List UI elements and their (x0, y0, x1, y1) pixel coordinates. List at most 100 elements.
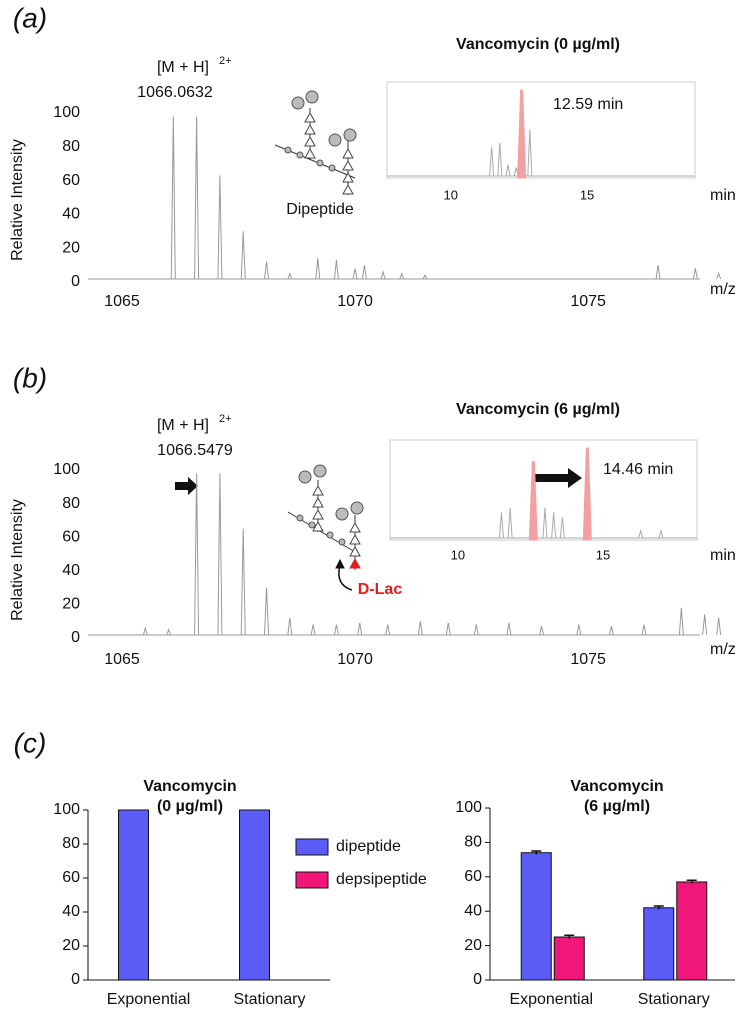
x-tick-label: 1075 (570, 651, 606, 668)
peak (692, 268, 698, 280)
x-axis-label: min (710, 547, 736, 564)
peak (217, 473, 223, 636)
y-axis-label: Relative Intensity (9, 139, 26, 261)
legend-swatch (295, 871, 329, 889)
x-tick-label: 10 (451, 547, 465, 562)
peak (333, 259, 339, 280)
bar (553, 936, 585, 981)
peak (264, 261, 270, 280)
x-tick-label: 1070 (337, 293, 373, 310)
y-tick-label: 20 (62, 937, 80, 954)
panel-label: (b) (13, 362, 47, 393)
y-tick-label: 80 (62, 495, 80, 512)
peak (506, 622, 512, 636)
y-tick-label: 20 (62, 596, 80, 613)
y-tick-label: 80 (464, 834, 482, 851)
peak (678, 607, 684, 636)
mz-label: 1066.5479 (157, 442, 233, 459)
x-tick-label: Exponential (107, 991, 191, 1008)
peak (310, 624, 316, 636)
ion-label: [M + H] (157, 417, 209, 434)
y-tick-label: 100 (455, 799, 482, 816)
peak (497, 142, 503, 177)
x-tick-label: 1075 (570, 293, 606, 310)
glycan-a (274, 90, 357, 195)
bar (676, 881, 708, 981)
chart-title: Vancomycin (0 µg/ml) (456, 36, 620, 53)
y-axis-label: Relative Intensity (9, 499, 26, 621)
highlighted-peak (528, 461, 538, 541)
y-tick-label: 0 (71, 629, 80, 646)
inset-frame (386, 81, 696, 179)
peak (361, 265, 367, 280)
peak (380, 270, 386, 280)
x-axis-label: min (710, 187, 736, 204)
shift-arrow (535, 468, 582, 488)
y-tick-label: 100 (53, 801, 80, 818)
y-tick-label: 0 (71, 273, 80, 290)
peak (576, 624, 582, 636)
peak-label: 14.46 min (603, 461, 673, 478)
y-tick-label: 60 (62, 172, 80, 189)
x-tick-label: 1065 (104, 651, 140, 668)
peak (489, 147, 495, 177)
peak (507, 507, 513, 539)
chart-subtitle: (0 µg/ml) (157, 798, 223, 815)
x-tick-label: 15 (580, 187, 594, 202)
peak (357, 622, 363, 636)
peak (217, 175, 223, 280)
inset-frame (389, 439, 698, 541)
peak (655, 265, 661, 280)
ion-label: [M + H] (157, 59, 209, 76)
peak (264, 587, 270, 636)
peak (716, 617, 722, 636)
ion-charge: 2+ (219, 413, 232, 425)
chart-title: Vancomycin (6 µg/ml) (456, 401, 620, 418)
x-axis-label: m/z (710, 281, 736, 298)
peak (142, 626, 148, 636)
y-tick-label: 100 (53, 104, 80, 121)
chart-title: Vancomycin (570, 778, 663, 795)
peak (240, 231, 246, 280)
x-tick-label: 1065 (104, 293, 140, 310)
peak (658, 528, 664, 539)
peak (166, 628, 172, 636)
ion-charge: 2+ (219, 55, 232, 67)
panel-label: (a) (13, 2, 47, 33)
peak (385, 624, 391, 636)
peak (641, 624, 647, 636)
peak (498, 512, 504, 539)
bar (520, 852, 552, 981)
peak (716, 272, 722, 280)
peak (352, 268, 358, 280)
x-tick-label: 1070 (337, 651, 373, 668)
x-axis-label: m/z (710, 641, 736, 658)
peak (287, 272, 293, 280)
peak (333, 624, 339, 636)
peak-label: 12.59 min (553, 96, 623, 113)
chart-title: Vancomycin (143, 778, 236, 795)
peak (702, 614, 708, 636)
y-tick-label: 20 (62, 239, 80, 256)
peak (638, 528, 644, 539)
x-tick-label: Exponential (509, 991, 593, 1008)
y-tick-label: 60 (62, 869, 80, 886)
legend-swatch (295, 838, 329, 856)
y-tick-label: 100 (53, 461, 80, 478)
mz-label: 1066.0632 (137, 84, 213, 101)
peak (422, 274, 428, 280)
y-tick-label: 40 (464, 902, 482, 919)
error-bar (564, 934, 575, 939)
peak-arrow (175, 477, 198, 495)
y-tick-label: 20 (464, 937, 482, 954)
legend-label: depsipeptide (336, 871, 427, 888)
structure-label: D-Lac (358, 581, 403, 598)
peak (240, 528, 246, 636)
x-tick-label: Stationary (638, 991, 710, 1008)
bar (643, 907, 675, 981)
peak (551, 512, 557, 539)
bar (239, 809, 270, 981)
error-bar (686, 879, 697, 884)
error-bar (531, 850, 542, 855)
